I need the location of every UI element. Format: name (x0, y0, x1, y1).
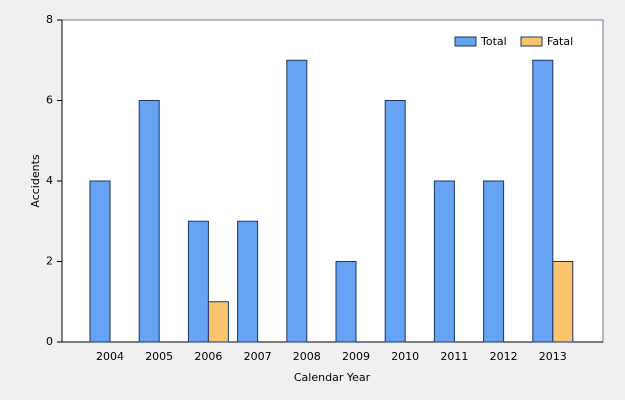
bar (335, 261, 357, 343)
bar (552, 261, 574, 343)
x-tick-label: 2012 (490, 350, 518, 363)
bar (138, 100, 160, 343)
x-axis-label: Calendar Year (294, 371, 371, 384)
x-tick-label: 2007 (244, 350, 272, 363)
y-tick-label: 4 (46, 174, 53, 187)
legend-swatch (520, 36, 543, 47)
bar (89, 180, 111, 343)
legend-label: Fatal (547, 35, 573, 48)
bar (384, 100, 406, 343)
x-tick-label: 2011 (440, 350, 468, 363)
y-axis-label: Accidents (29, 154, 42, 208)
y-tick-label: 0 (46, 335, 53, 348)
bar (237, 220, 259, 343)
x-tick-label: 2006 (194, 350, 222, 363)
x-tick-label: 2010 (391, 350, 419, 363)
bar (483, 180, 505, 343)
x-tick-label: 2004 (96, 350, 124, 363)
bar (532, 59, 554, 343)
bar (286, 59, 308, 343)
x-tick-label: 2005 (145, 350, 173, 363)
y-tick-label: 6 (46, 94, 53, 107)
bar (207, 301, 229, 343)
bar (433, 180, 455, 343)
x-tick-label: 2009 (342, 350, 370, 363)
x-tick-label: 2008 (293, 350, 321, 363)
y-tick-label: 2 (46, 255, 53, 268)
bar (187, 220, 209, 343)
legend-swatch (454, 36, 477, 47)
y-tick-label: 8 (46, 13, 53, 26)
x-tick-label: 2013 (539, 350, 567, 363)
legend-label: Total (480, 35, 507, 48)
